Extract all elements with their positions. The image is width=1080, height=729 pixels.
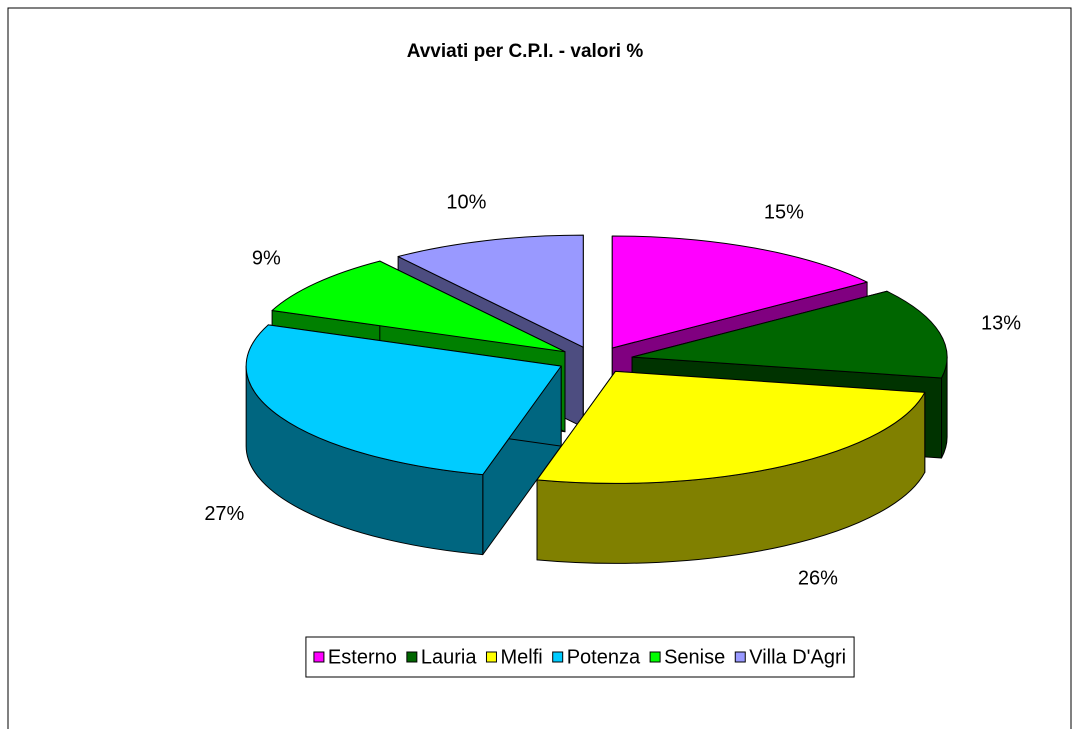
chart-title: Avviati per C.P.I. - valori % [407, 41, 644, 62]
data-label: 9% [252, 247, 281, 269]
pie-slice [611, 235, 868, 349]
legend-label: Senise [664, 646, 725, 668]
legend-label: Lauria [421, 646, 477, 668]
pie-slice [245, 324, 562, 476]
data-label: 27% [204, 503, 244, 525]
legend-swatch [485, 651, 497, 663]
data-label: 13% [981, 312, 1021, 334]
pie-slice [271, 260, 566, 353]
legend-label: Villa D'Agri [749, 646, 846, 668]
legend-swatch [313, 651, 325, 663]
legend-label: Potenza [567, 646, 641, 668]
legend-label: Esterno [328, 646, 397, 668]
data-label: 26% [798, 567, 838, 589]
legend-swatch [734, 651, 746, 663]
legend-swatch [649, 651, 661, 663]
legend-swatch [406, 651, 418, 663]
pie-slice [631, 290, 948, 379]
legend-label: Melfi [500, 646, 542, 668]
pie-slice [536, 370, 926, 484]
legend-swatch [552, 651, 564, 663]
data-label: 15% [764, 202, 804, 224]
legend-box [305, 636, 855, 678]
data-label: 10% [446, 192, 486, 214]
pie-slice [397, 234, 584, 348]
